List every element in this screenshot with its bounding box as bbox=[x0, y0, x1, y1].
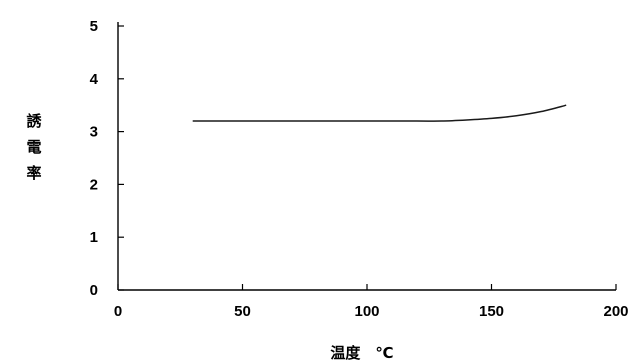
series-line bbox=[192, 104, 567, 122]
y-tick-label: 5 bbox=[90, 18, 98, 35]
y-tick-label: 3 bbox=[90, 124, 98, 141]
y-tick-label: 4 bbox=[90, 71, 99, 88]
y-ticks: 0 1 2 3 4 5 bbox=[90, 18, 124, 299]
y-tick-label: 0 bbox=[90, 282, 98, 299]
x-tick-label: 150 bbox=[479, 303, 504, 320]
x-ticks: 0 50 100 150 200 bbox=[114, 284, 629, 320]
x-axis: 0 50 100 150 200 bbox=[114, 284, 629, 320]
x-axis-title: 温度 ℃ bbox=[330, 344, 393, 362]
series-layer bbox=[192, 104, 567, 122]
y-axis: 0 1 2 3 4 5 bbox=[90, 18, 124, 299]
y-axis-title: 誘電率 bbox=[26, 112, 42, 182]
y-tick-label: 1 bbox=[90, 229, 98, 246]
x-tick-label: 0 bbox=[114, 303, 122, 320]
y-tick-label: 2 bbox=[90, 176, 98, 193]
x-tick-label: 50 bbox=[234, 303, 251, 320]
x-tick-label: 100 bbox=[354, 303, 379, 320]
x-tick-label: 200 bbox=[603, 303, 628, 320]
